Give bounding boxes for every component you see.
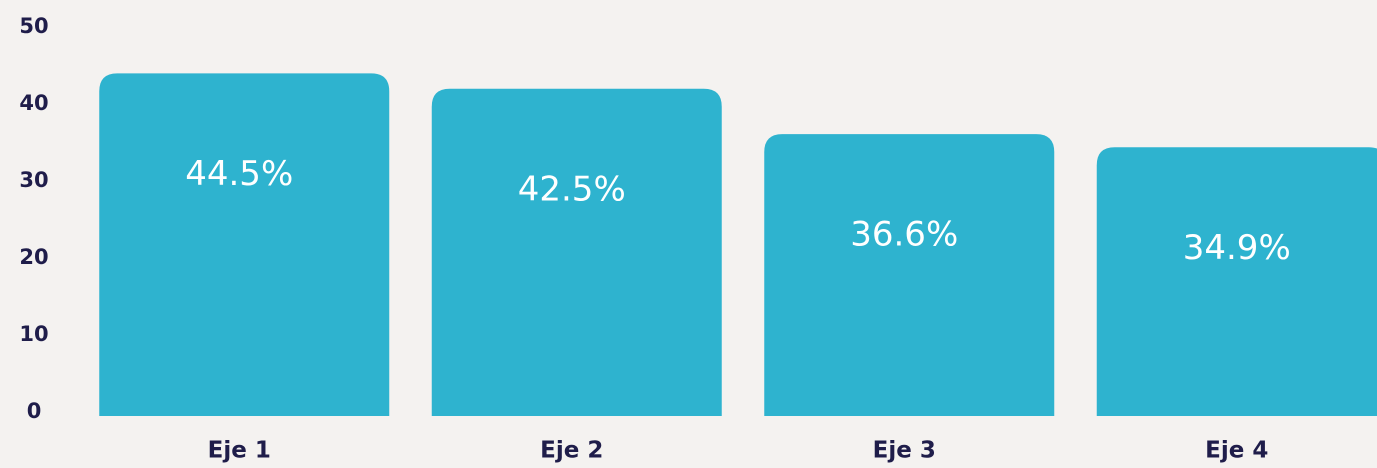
value-label: 34.9% (1183, 228, 1291, 268)
bar (764, 134, 1055, 416)
y-tick-label: 0 (27, 399, 42, 423)
value-label: 42.5% (518, 169, 626, 209)
y-tick-label: 20 (19, 245, 48, 269)
x-tick-label: Eje 1 (208, 438, 271, 464)
bar (431, 88, 722, 416)
y-tick-label: 10 (19, 322, 48, 346)
y-tick-label: 40 (19, 91, 48, 115)
y-tick-label: 30 (19, 168, 48, 192)
x-tick-label: Eje 3 (873, 438, 936, 464)
bar (1096, 147, 1377, 416)
x-tick-label: Eje 2 (540, 438, 603, 464)
y-tick-label: 50 (19, 14, 48, 38)
bar (99, 73, 390, 416)
value-label: 36.6% (850, 215, 958, 255)
value-label: 44.5% (185, 154, 293, 194)
x-tick-label: Eje 4 (1205, 438, 1268, 464)
